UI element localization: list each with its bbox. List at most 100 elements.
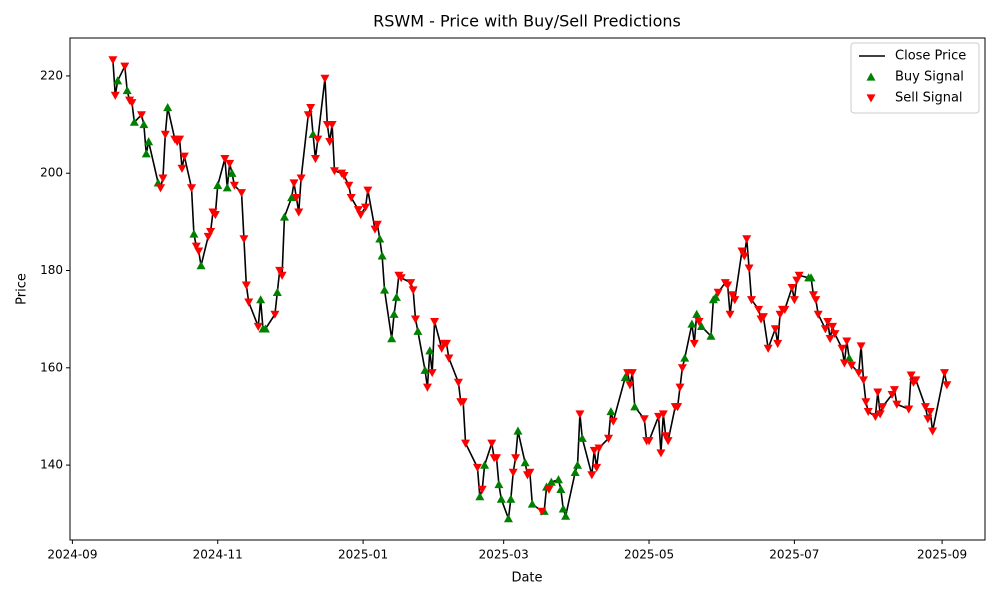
buy-marker — [425, 346, 435, 355]
sell-marker — [773, 339, 783, 348]
sell-marker — [210, 210, 220, 220]
sell-marker — [179, 152, 189, 161]
buy-marker — [494, 480, 504, 489]
sell-marker — [830, 330, 840, 339]
sell-marker — [644, 437, 654, 446]
sell-marker — [723, 281, 733, 290]
sell-marker — [858, 376, 868, 385]
sell-marker — [408, 286, 418, 295]
sell-marker — [758, 313, 768, 322]
buy-marker — [561, 511, 571, 520]
sell-marker — [306, 103, 316, 113]
sell-marker — [110, 91, 120, 100]
sell-marker — [537, 507, 547, 516]
buy-marker — [380, 285, 390, 294]
sell-marker — [825, 335, 835, 344]
buy-marker — [573, 460, 583, 469]
sell-marker — [344, 181, 354, 190]
y-tick-label: 140 — [40, 458, 63, 472]
buy-marker — [496, 494, 506, 503]
buy-marker — [696, 321, 706, 331]
sell-marker — [906, 371, 916, 380]
legend-box — [850, 42, 980, 114]
sell-marker — [194, 247, 204, 256]
sell-marker — [339, 172, 349, 181]
sell-marker — [175, 135, 185, 144]
sell-marker — [237, 189, 247, 198]
sell-marker — [303, 111, 313, 120]
sell-marker — [939, 369, 949, 378]
sell-marker — [820, 325, 830, 334]
sell-marker — [928, 427, 938, 436]
buy-marker — [475, 492, 485, 501]
legend-marker — [866, 94, 876, 103]
sell-marker — [923, 415, 933, 424]
sell-marker — [823, 317, 833, 327]
sell-marker — [277, 271, 287, 280]
sell-marker — [458, 398, 468, 407]
legend-label: Sell Signal — [895, 91, 963, 106]
sell-marker — [511, 454, 521, 463]
sell-marker — [658, 410, 668, 419]
sell-marker — [360, 203, 370, 212]
sell-marker — [875, 410, 885, 419]
sell-marker — [356, 210, 366, 220]
sell-marker — [477, 485, 487, 494]
sell-marker — [861, 398, 871, 407]
buy-marker — [692, 309, 702, 318]
sell-marker — [828, 322, 837, 331]
sell-marker — [863, 407, 873, 417]
sell-marker — [160, 130, 170, 139]
sell-marker — [187, 184, 197, 193]
sell-marker — [889, 386, 899, 395]
sell-marker — [730, 296, 740, 305]
sell-marker — [453, 378, 463, 387]
buy-marker — [558, 504, 568, 513]
sell-marker — [656, 449, 666, 458]
buy-marker — [129, 117, 139, 126]
sell-marker — [206, 228, 216, 237]
buy-marker — [506, 494, 516, 503]
sell-marker — [461, 439, 471, 448]
sell-marker — [675, 383, 685, 392]
sell-marker — [842, 337, 852, 346]
sell-marker — [313, 135, 323, 144]
buy-marker — [377, 251, 387, 260]
buy-marker — [687, 319, 697, 328]
sell-marker — [253, 322, 263, 331]
sell-marker — [742, 235, 752, 244]
sell-marker — [627, 369, 637, 378]
sell-marker — [411, 315, 421, 324]
sell-marker — [837, 344, 847, 353]
x-axis-label: Date — [511, 571, 542, 586]
sell-marker — [544, 485, 554, 494]
sell-marker — [592, 463, 602, 473]
buy-marker — [141, 149, 151, 158]
buy-marker — [706, 331, 716, 340]
x-tick-label: 2024-09 — [47, 548, 97, 562]
legend-label: Close Price — [895, 49, 966, 64]
buy-marker — [520, 458, 530, 467]
sell-marker — [639, 415, 649, 424]
sell-marker — [191, 242, 201, 251]
sell-marker — [892, 400, 902, 409]
sell-marker — [508, 468, 518, 477]
buy-marker — [387, 334, 397, 343]
sell-marker — [239, 235, 249, 244]
buy-marker — [213, 180, 223, 189]
buy-marker — [389, 309, 399, 318]
buy-marker — [620, 373, 630, 382]
sell-marker — [654, 412, 664, 421]
sell-marker — [363, 186, 373, 195]
sell-marker — [244, 298, 254, 307]
sell-marker — [289, 179, 299, 188]
sell-marker — [158, 174, 168, 183]
buy-marker — [503, 514, 513, 523]
legend-label: Buy Signal — [895, 70, 964, 85]
sell-marker — [608, 417, 618, 426]
x-tick-label: 2025-07 — [769, 548, 819, 562]
buy-marker — [546, 477, 556, 486]
sell-marker — [427, 369, 437, 378]
sell-marker — [291, 193, 301, 203]
y-tick-label: 220 — [40, 68, 63, 82]
